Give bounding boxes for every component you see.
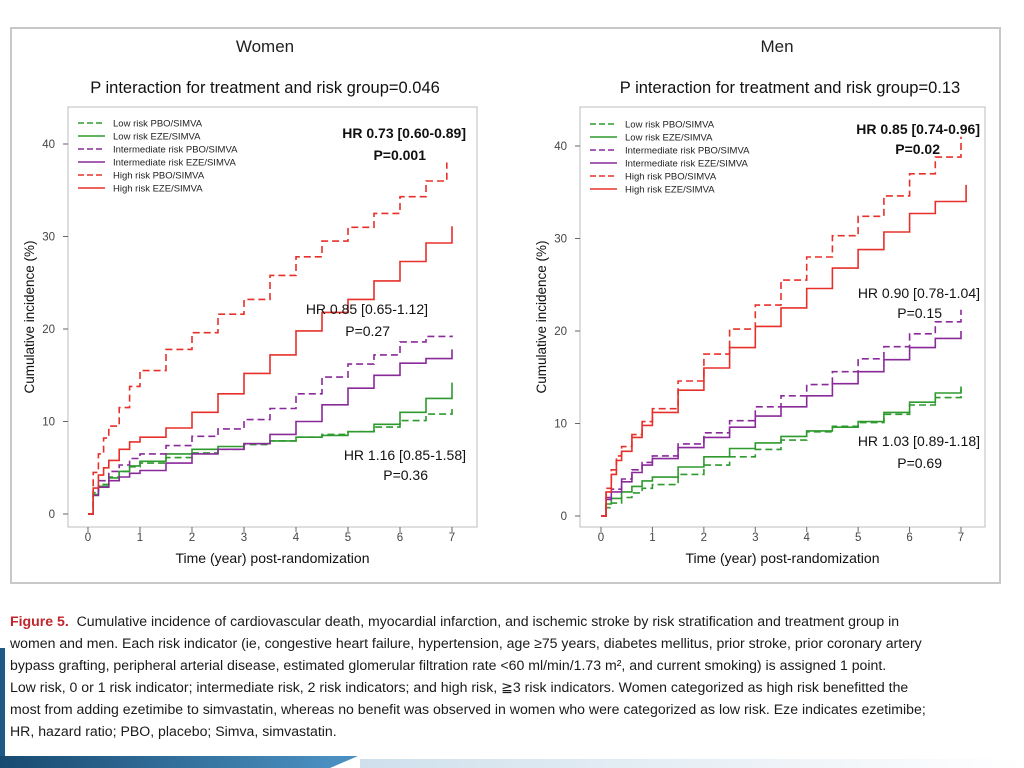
y-tick-label: 20 [42, 324, 55, 336]
figure-caption: Figure 5. Cumulative incidence of cardio… [10, 610, 1010, 742]
chart-panel-men: Men P interaction for treatment and risk … [534, 37, 986, 566]
y-axis-label: Cumulative incidence (%) [534, 240, 549, 393]
panel-subtitle: P interaction for treatment and risk gro… [90, 79, 440, 97]
x-axis-label: Time (year) post-randomization [686, 550, 880, 566]
series-line [601, 309, 962, 517]
caption-line-4: Low risk, 0 or 1 risk indicator; interme… [10, 679, 909, 695]
y-tick-label: 30 [42, 232, 55, 244]
legend-label: Intermediate risk PBO/SIMVA [113, 145, 238, 156]
p-value-annotation: P=0.27 [345, 323, 390, 339]
legend-label: Intermediate risk EZE/SIMVA [625, 159, 748, 170]
legend-label: Low risk EZE/SIMVA [625, 133, 713, 144]
band-arrow [330, 756, 358, 768]
legend-label: High risk PBO/SIMVA [625, 172, 717, 183]
y-tick-label: 0 [561, 511, 567, 523]
hr-annotation: HR 1.03 [0.89-1.18] [858, 433, 980, 449]
x-tick-label: 4 [804, 532, 811, 544]
x-tick-label: 0 [598, 532, 604, 544]
x-tick-label: 2 [189, 532, 195, 544]
p-value-annotation: P=0.02 [895, 141, 940, 157]
plot-border [579, 106, 986, 528]
plot-border [67, 106, 478, 528]
legend-label: Intermediate risk PBO/SIMVA [625, 146, 750, 157]
panel-title: Men [760, 37, 793, 56]
legend-label: High risk EZE/SIMVA [113, 184, 203, 195]
x-tick-label: 1 [649, 532, 655, 544]
caption-text-1: Cumulative incidence of cardiovascular d… [76, 613, 900, 629]
bottom-decoration-band [0, 756, 1024, 768]
x-tick-label: 3 [752, 532, 758, 544]
series-line [601, 184, 967, 517]
figure-frame [10, 27, 1001, 584]
panel-title: Women [236, 37, 294, 56]
series-line [88, 349, 453, 515]
x-tick-label: 3 [241, 532, 247, 544]
chart-figure: Women P interaction for treatment and ris… [22, 37, 986, 566]
x-tick-label: 6 [397, 532, 403, 544]
caption-line-3: bypass grafting, peripheral arterial dis… [10, 657, 887, 673]
x-axis-label: Time (year) post-randomization [176, 550, 370, 566]
hr-annotation: HR 0.85 [0.74-0.96] [856, 121, 980, 137]
p-value-annotation: P=0.36 [383, 467, 428, 483]
legend-label: Low risk PBO/SIMVA [625, 120, 715, 131]
y-tick-label: 30 [554, 234, 567, 246]
legend-label: Low risk PBO/SIMVA [113, 119, 203, 130]
legend-label: High risk EZE/SIMVA [625, 185, 715, 196]
p-value-annotation: P=0.69 [897, 455, 942, 471]
band-dark [0, 756, 330, 768]
y-tick-label: 20 [554, 326, 567, 338]
caption-line-2: women and men. Each risk indicator (ie, … [10, 635, 922, 651]
series-line [88, 162, 448, 515]
y-tick-label: 40 [554, 141, 567, 153]
series-line [601, 331, 962, 517]
panel-subtitle: P interaction for treatment and risk gro… [620, 79, 960, 97]
series-line [88, 226, 453, 515]
caption-line-1: Figure 5. Cumulative incidence of cardio… [10, 610, 1010, 632]
hr-annotation: HR 0.90 [0.78-1.04] [858, 285, 980, 301]
chart-panel-women: Women P interaction for treatment and ris… [22, 37, 478, 566]
x-tick-label: 5 [855, 532, 861, 544]
y-tick-label: 10 [554, 419, 567, 431]
y-tick-label: 10 [42, 417, 55, 429]
x-tick-label: 5 [345, 532, 351, 544]
band-light [360, 759, 1024, 768]
legend-label: Low risk EZE/SIMVA [113, 132, 201, 143]
hr-annotation: HR 1.16 [0.85-1.58] [344, 447, 466, 463]
hr-annotation: HR 0.73 [0.60-0.89] [342, 125, 466, 141]
legend-label: Intermediate risk EZE/SIMVA [113, 158, 236, 169]
y-tick-label: 40 [42, 139, 55, 151]
x-tick-label: 6 [906, 532, 912, 544]
y-tick-label: 0 [49, 509, 55, 521]
accent-bar [0, 648, 5, 758]
figure-label: Figure 5. [10, 613, 69, 629]
x-tick-label: 1 [137, 532, 143, 544]
y-axis-label: Cumulative incidence (%) [22, 240, 37, 393]
caption-line-6: HR, hazard ratio; PBO, placebo; Simva, s… [10, 723, 337, 739]
series-line [88, 335, 453, 515]
p-value-annotation: P=0.001 [373, 147, 426, 163]
x-tick-label: 4 [293, 532, 300, 544]
hr-annotation: HR 0.85 [0.65-1.12] [306, 301, 428, 317]
caption-line-5: most from adding ezetimibe to simvastati… [10, 701, 926, 717]
x-tick-label: 7 [449, 532, 455, 544]
x-tick-label: 7 [958, 532, 964, 544]
p-value-annotation: P=0.15 [897, 305, 942, 321]
x-tick-label: 2 [701, 532, 707, 544]
legend-label: High risk PBO/SIMVA [113, 171, 205, 182]
x-tick-label: 0 [85, 532, 91, 544]
